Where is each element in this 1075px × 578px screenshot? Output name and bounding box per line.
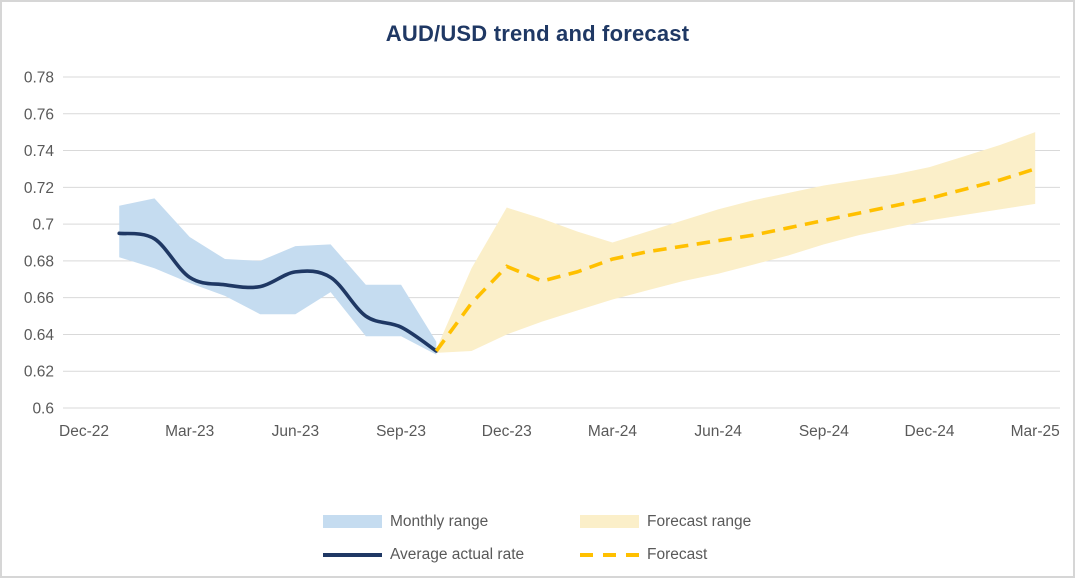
average-actual-rate-swatch [323,552,382,557]
x-axis-tick-label: Sep-24 [799,423,849,440]
y-axis-tick-label: 0.78 [24,70,54,87]
monthly-range-swatch [323,515,382,528]
legend-item-forecast: Forecast [580,538,751,571]
legend: Monthly range Forecast range Average act… [323,505,751,571]
forecast-line-swatch [580,552,639,557]
y-axis-tick-label: 0.72 [24,180,54,197]
x-axis-tick-label: Dec-22 [59,423,109,440]
y-axis-tick-label: 0.66 [24,290,54,307]
chart-title: AUD/USD trend and forecast [385,21,690,46]
average-actual-rate-line [117,231,439,353]
legend-item-average-actual-rate: Average actual rate [323,538,580,571]
x-axis-tick-label: Mar-25 [1011,423,1060,440]
x-axis-tick-label: Mar-23 [165,423,214,440]
monthly-range-band [119,198,437,355]
x-axis-tick-label: Dec-24 [905,423,955,440]
legend-label: Forecast [647,545,708,563]
legend-item-monthly-range: Monthly range [323,505,580,538]
y-axis-tick-label: 0.6 [32,401,54,418]
x-axis-tick-label: Jun-24 [694,423,742,440]
legend-label: Average actual rate [390,545,525,563]
y-axis-tick-label: 0.68 [24,253,54,270]
y-axis-tick-label: 0.7 [32,217,54,234]
legend-item-forecast-range: Forecast range [580,505,751,538]
x-axis-tick-label: Dec-23 [482,423,532,440]
forecast-range-band [436,132,1036,353]
x-axis-tick-label: Mar-24 [588,423,637,440]
forecast-line [434,167,1036,353]
legend-label: Monthly range [390,512,489,530]
y-axis-tick-label: 0.64 [24,327,55,344]
forecast-range-swatch [580,515,639,528]
y-axis-tick-label: 0.76 [24,106,54,123]
y-axis-tick-label: 0.74 [24,143,55,160]
x-axis-tick-label: Jun-23 [272,423,319,440]
x-axis-tick-label: Sep-23 [376,423,426,440]
y-axis-tick-label: 0.62 [24,364,54,381]
legend-label: Forecast range [647,512,752,530]
